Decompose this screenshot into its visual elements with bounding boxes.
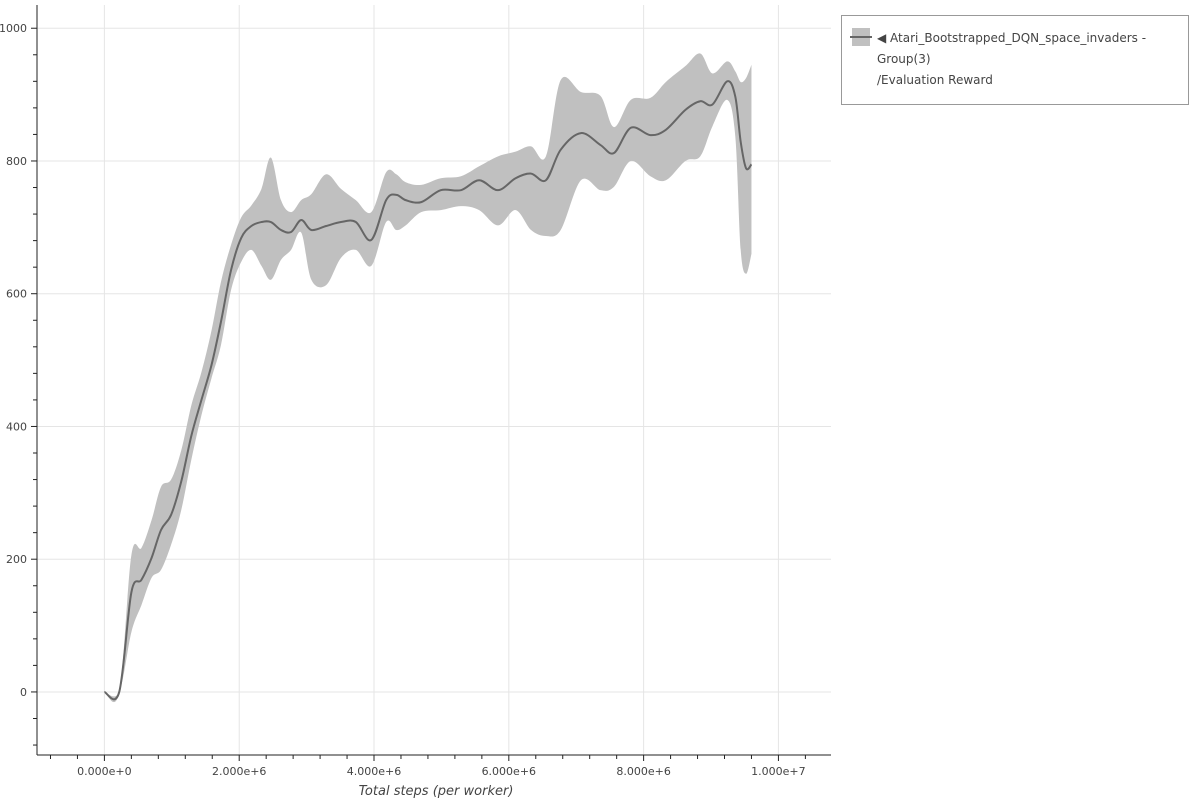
y-tick-label: 800 bbox=[6, 155, 27, 168]
y-tick-label: 200 bbox=[6, 553, 27, 566]
y-tick-label: 400 bbox=[6, 420, 27, 433]
confidence-band bbox=[104, 53, 752, 703]
y-tick-label: 1000 bbox=[0, 22, 27, 35]
x-tick-label: 4.000e+6 bbox=[347, 765, 401, 778]
x-tick-label: 6.000e+6 bbox=[482, 765, 536, 778]
grid bbox=[37, 5, 831, 755]
legend-swatch-icon[interactable] bbox=[850, 28, 872, 46]
x-tick-label: 2.000e+6 bbox=[212, 765, 266, 778]
x-axis-title: Total steps (per worker) bbox=[359, 784, 514, 799]
y-tick-label: 600 bbox=[6, 288, 27, 301]
legend-label[interactable]: ◀ Atari_Bootstrapped_DQN_space_invaders … bbox=[877, 31, 1147, 66]
x-tick-label: 8.000e+6 bbox=[616, 765, 670, 778]
mean-line bbox=[103, 80, 753, 701]
x-tick-label: 0.000e+0 bbox=[77, 765, 131, 778]
legend-label-sub: /Evaluation Reward bbox=[877, 73, 993, 87]
y-tick-label: 0 bbox=[20, 686, 27, 699]
axes: 0.000e+0 2.000e+6 4.000e+6 6.000e+6 8.000e+6… bbox=[0, 5, 831, 778]
x-tick-label: 1.000e+7 bbox=[751, 765, 805, 778]
legend[interactable]: ◀ Atari_Bootstrapped_DQN_space_invaders … bbox=[841, 15, 1189, 105]
